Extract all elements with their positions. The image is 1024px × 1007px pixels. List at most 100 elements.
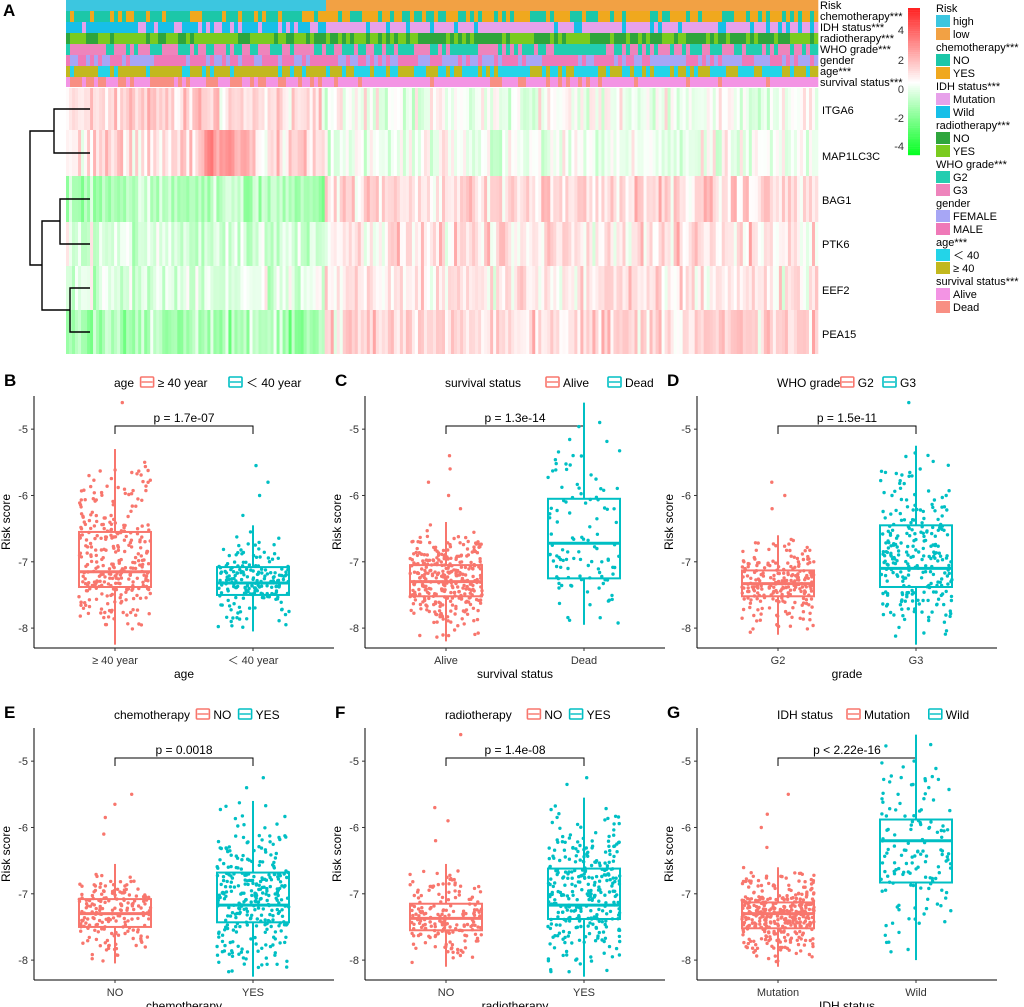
heatmap-cell — [159, 222, 163, 266]
annotation-cell — [202, 55, 207, 66]
annotation-cell — [378, 33, 383, 44]
data-point — [139, 939, 143, 943]
data-point — [114, 919, 118, 923]
heatmap-cell — [523, 266, 527, 310]
heatmap-cell — [150, 176, 154, 222]
data-point — [79, 929, 83, 933]
data-point — [789, 564, 793, 569]
annotation-cell — [106, 55, 111, 66]
annotation-cell — [586, 33, 591, 44]
annotation-label: gender — [820, 55, 855, 67]
heatmap-cell — [288, 176, 292, 222]
annotation-cell — [742, 77, 747, 87]
heatmap-cell — [805, 176, 810, 222]
data-point — [226, 587, 230, 591]
data-point — [252, 874, 256, 879]
heatmap-cell — [775, 88, 780, 130]
annotation-cell — [114, 55, 119, 66]
heatmap-cell — [306, 222, 310, 266]
data-point — [804, 598, 809, 602]
annotation-cell — [682, 66, 687, 77]
annotation-cell — [478, 77, 483, 87]
data-point — [805, 627, 810, 631]
heatmap-cell — [619, 310, 623, 354]
heatmap-cell — [658, 222, 662, 266]
data-point — [549, 506, 553, 510]
heatmap-cell — [300, 130, 304, 176]
annotation-cell — [114, 44, 119, 55]
heatmap-cell — [258, 130, 262, 176]
annotation-cell — [230, 55, 235, 66]
heatmap-cell — [189, 130, 193, 176]
heatmap-cell — [541, 130, 545, 176]
annotation-cell — [734, 0, 739, 11]
colorbar-segment — [908, 33, 920, 36]
data-point — [125, 883, 129, 887]
annotation-cell — [198, 0, 203, 11]
heatmap-cell — [637, 88, 641, 130]
heatmap-cell — [366, 310, 371, 354]
annotation-cell — [598, 44, 603, 55]
heatmap-cell — [396, 176, 401, 222]
heatmap-cell — [357, 130, 362, 176]
legend-label: G2 — [953, 172, 968, 184]
annotation-cell — [138, 44, 143, 55]
data-point — [241, 625, 245, 629]
data-point — [242, 823, 246, 827]
annotation-cell — [642, 11, 647, 22]
heatmap-cell — [637, 310, 641, 354]
heatmap-cell — [165, 88, 169, 130]
annotation-cell — [746, 0, 751, 11]
heatmap-cell — [387, 88, 392, 130]
annotation-cell — [366, 66, 371, 77]
data-point — [945, 574, 950, 578]
heatmap-cell — [733, 310, 738, 354]
annotation-cell — [454, 66, 459, 77]
heatmap-cell — [264, 130, 268, 176]
data-point — [747, 589, 751, 594]
heatmap-cell — [550, 310, 554, 354]
data-point — [116, 544, 120, 548]
annotation-cell — [722, 22, 727, 33]
annotation-cell — [406, 33, 411, 44]
annotation-cell — [634, 33, 639, 44]
annotation-cell — [378, 55, 383, 66]
annotation-cell — [478, 0, 483, 11]
annotation-cell — [702, 44, 707, 55]
annotation-cell — [494, 77, 499, 87]
data-point — [133, 555, 138, 560]
heatmap-cell — [703, 88, 708, 130]
data-point — [244, 957, 248, 961]
heatmap-cell — [405, 310, 410, 354]
annotation-cell — [538, 11, 543, 22]
data-point — [438, 604, 442, 609]
annotation-cell — [594, 22, 599, 33]
data-point — [129, 610, 133, 615]
data-point — [926, 489, 931, 493]
data-point — [104, 917, 108, 921]
annotation-cell — [78, 22, 83, 33]
data-point — [561, 558, 565, 563]
colorbar-segment — [908, 115, 920, 118]
data-point — [910, 474, 914, 478]
heatmap-cell — [775, 222, 780, 266]
heatmap-cell — [532, 222, 536, 266]
heatmap-cell — [787, 310, 792, 354]
data-point — [762, 566, 767, 570]
heatmap-cell — [730, 266, 735, 310]
annotation-cell — [490, 77, 495, 87]
data-point — [893, 489, 897, 493]
annotation-cell — [790, 33, 795, 44]
heatmap-cell — [472, 176, 476, 222]
annotation-cell — [626, 44, 631, 55]
data-point — [219, 591, 224, 595]
data-point — [894, 508, 898, 513]
annotation-cell — [374, 66, 379, 77]
annotation-cell — [382, 33, 387, 44]
heatmap-cell — [556, 130, 560, 176]
heatmap-cell — [781, 222, 786, 266]
heatmap-cell — [153, 130, 157, 176]
annotation-cell — [606, 66, 611, 77]
colorbar-segment — [908, 102, 920, 105]
annotation-cell — [534, 33, 539, 44]
